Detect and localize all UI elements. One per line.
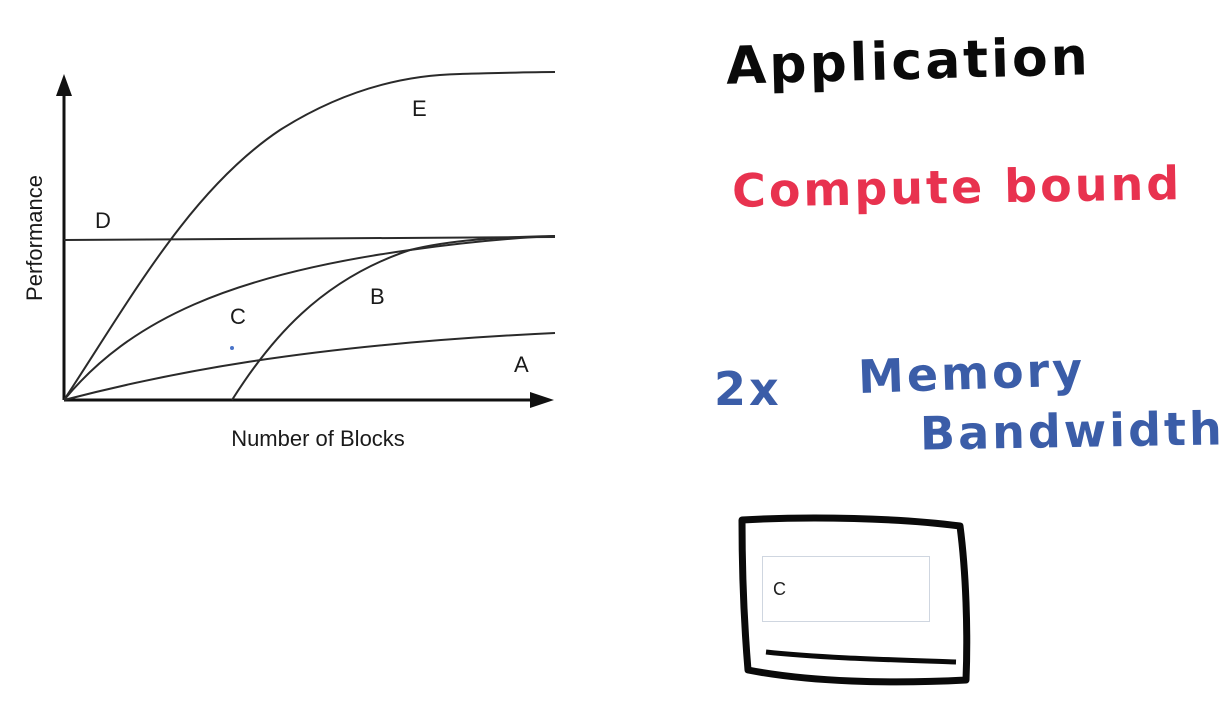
performance-chart: E D B C A Number of Blocks Performance <box>22 71 556 451</box>
application-note: Application <box>725 27 1092 97</box>
answer-input[interactable] <box>762 556 930 622</box>
y-axis-label: Performance <box>22 175 47 301</box>
curve-c <box>63 235 556 401</box>
curve-a <box>63 332 556 401</box>
bandwidth-note: Bandwidth <box>919 401 1226 461</box>
series-label-e: E <box>412 96 427 121</box>
answer-box-sketch <box>738 514 971 686</box>
memory-note: Memory <box>857 342 1087 404</box>
curve-e <box>63 71 556 401</box>
marker-dot <box>230 346 234 350</box>
memory-multiplier-note: 2x <box>714 362 782 416</box>
compute-bound-note: Compute bound <box>731 156 1183 218</box>
x-axis-arrow <box>530 392 554 408</box>
series-label-c: C <box>230 304 246 329</box>
x-axis-label: Number of Blocks <box>231 426 405 451</box>
series-label-d: D <box>95 208 111 233</box>
series-label-b: B <box>370 284 385 309</box>
y-axis-arrow <box>56 74 72 96</box>
series-label-a: A <box>514 352 529 377</box>
curve-b <box>231 235 556 401</box>
curve-d <box>63 236 556 241</box>
